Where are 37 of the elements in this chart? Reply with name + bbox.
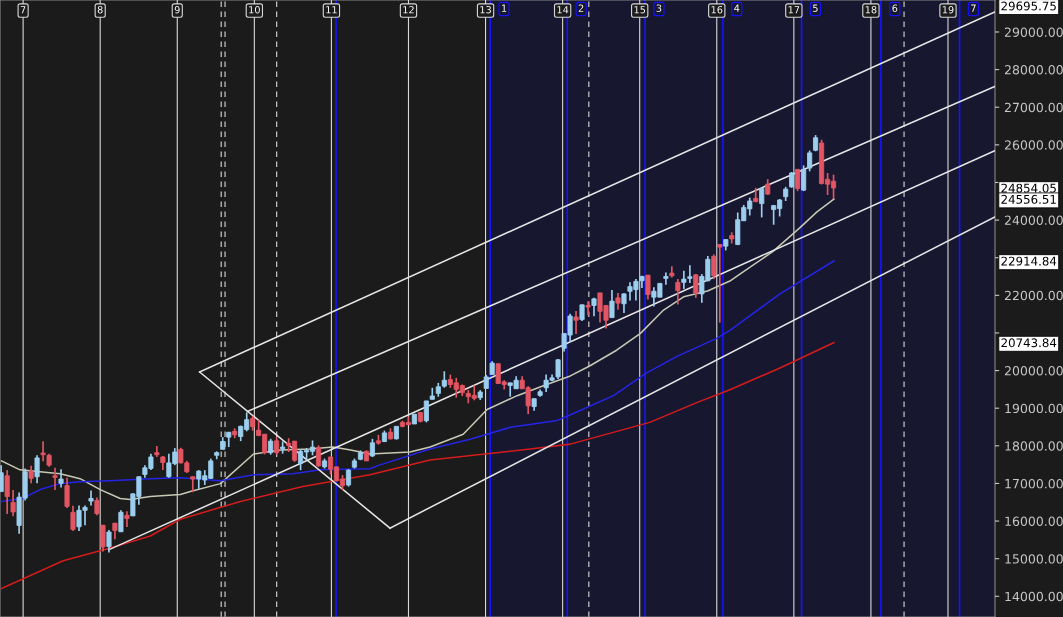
y2-tick-label: 20743.84: [1001, 338, 1057, 348]
y-tick-label: 15000.00: [1005, 554, 1063, 564]
x-tick-label: 15: [634, 6, 646, 14]
y-tick-label: 22000.00: [1004, 290, 1063, 301]
x-tick-label: 17: [788, 6, 800, 14]
x-tick-label: 10: [249, 6, 260, 14]
y-tick-label: 18000.00: [1005, 441, 1063, 451]
y2-tick-label: 24854.05: [1001, 183, 1056, 193]
y2-tick-label: 24556.51: [1001, 194, 1056, 204]
annotation: 4: [734, 4, 740, 12]
y-tick-label: 28000.00: [1004, 65, 1063, 75]
x-tick-label: 16: [711, 6, 723, 14]
y-tick-label: 27000.00: [1004, 102, 1063, 113]
y-tick-label: 14000.00: [1005, 591, 1063, 602]
annotation: 5: [813, 4, 818, 12]
y-tick-label: 29000.00: [1004, 27, 1063, 37]
x-tick-label: 18: [865, 6, 877, 14]
y2-tick-label: 29695.75: [1001, 1, 1056, 11]
annotation: 1: [502, 4, 507, 12]
annotation: 6: [892, 4, 898, 12]
y-tick-label: 16000.00: [1005, 516, 1063, 526]
y-tick-label: 26000.00: [1004, 140, 1063, 150]
x-tick-label: 19: [942, 6, 954, 14]
annotation: 3: [656, 4, 662, 12]
y-tick-label: 24000.00: [1004, 215, 1063, 226]
x-tick-label: 12: [403, 6, 414, 14]
y-tick-label: 20000.00: [1004, 366, 1063, 376]
x-tick-label: 7: [20, 6, 26, 14]
x-tick-label: 11: [326, 6, 337, 14]
x-tick-label: 8: [97, 6, 103, 14]
y-tick-label: 17000.00: [1005, 478, 1063, 489]
x-tick-label: 13: [480, 6, 491, 14]
x-tick-label: 14: [557, 6, 569, 14]
annotation: 2: [578, 4, 584, 12]
y-tick-label: 19000.00: [1005, 403, 1063, 414]
x-tick-label: 9: [174, 6, 180, 14]
y2-tick-label: 22914.84: [1001, 256, 1057, 266]
